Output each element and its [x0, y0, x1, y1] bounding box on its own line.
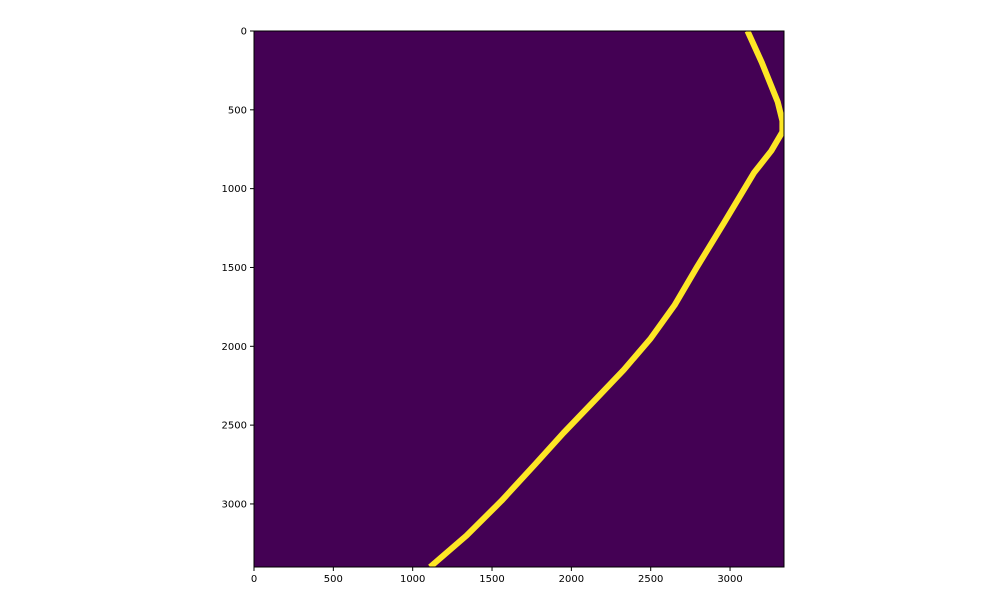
heatmap-background	[254, 31, 784, 567]
x-tick-label: 1000	[400, 574, 425, 585]
y-tick-label: 1000	[222, 184, 247, 195]
y-tick-label: 2500	[222, 421, 247, 432]
plot-area	[253, 30, 785, 568]
y-tick-label: 0	[241, 27, 247, 38]
y-tick-label: 1500	[222, 263, 247, 274]
axes-frame	[253, 30, 785, 568]
y-tick-label: 2000	[222, 342, 247, 353]
heatmap-line	[428, 31, 784, 567]
x-tick-label: 0	[251, 574, 257, 585]
x-axis: 0 500 1000 1500 2000 2500 3000	[251, 567, 743, 585]
y-axis: 0 500 1000 1500 2000 2500 3000	[222, 27, 254, 510]
y-tick-label: 3000	[222, 499, 247, 510]
x-tick-label: 3000	[717, 574, 742, 585]
x-tick-label: 1500	[479, 574, 504, 585]
x-tick-label: 500	[324, 574, 343, 585]
y-tick-label: 500	[228, 105, 247, 116]
x-tick-label: 2500	[638, 574, 663, 585]
x-tick-label: 2000	[559, 574, 584, 585]
